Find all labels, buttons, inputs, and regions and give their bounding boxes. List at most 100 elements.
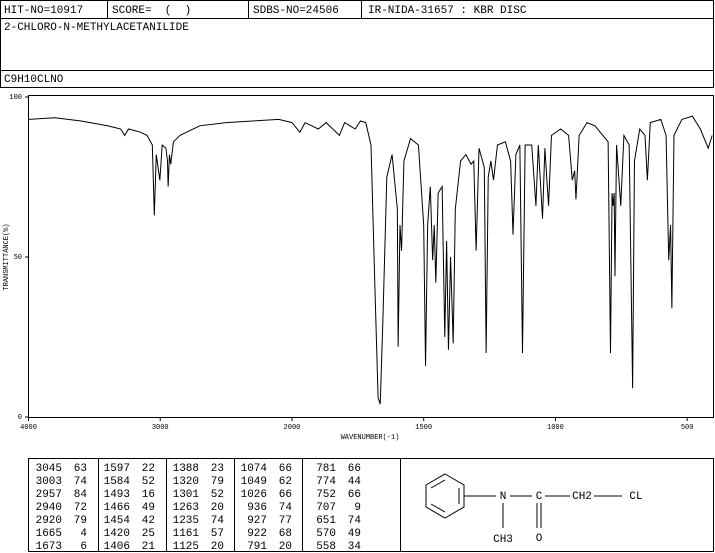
x-tick-label: 2000 <box>284 424 301 432</box>
atom-label: CH3 <box>493 534 513 546</box>
peak-wavenumber: 1420 <box>104 528 130 540</box>
y-tick-label: 100 <box>9 94 22 102</box>
peak-wavenumber: 1673 <box>36 541 62 553</box>
peak-transmittance: 21 <box>142 541 156 553</box>
peak-wavenumber: 1406 <box>104 541 130 553</box>
peak-wavenumber: 927 <box>247 515 267 527</box>
y-axis-label: TRANSMITTANCE(%) <box>3 223 11 290</box>
x-tick-label: 1500 <box>415 424 432 432</box>
peak-wavenumber: 1665 <box>36 528 62 540</box>
peak-wavenumber: 922 <box>247 528 267 540</box>
score: SCORE= ( ) <box>112 5 191 17</box>
peak-wavenumber: 1493 <box>104 489 130 501</box>
peak-transmittance: 52 <box>211 489 224 501</box>
peak-wavenumber: 1026 <box>241 489 267 501</box>
peak-transmittance: 4 <box>80 528 87 540</box>
peak-transmittance: 68 <box>279 528 292 540</box>
peak-wavenumber: 752 <box>316 489 336 501</box>
benzene-ring <box>425 473 465 519</box>
header-box <box>0 0 714 88</box>
y-tick-label: 50 <box>14 254 22 262</box>
peak-wavenumber: 707 <box>316 502 336 514</box>
peak-transmittance: 49 <box>142 502 155 514</box>
peak-transmittance: 25 <box>142 528 155 540</box>
peak-wavenumber: 2957 <box>36 489 62 501</box>
x-tick-label: 4000 <box>20 424 37 432</box>
peak-transmittance: 79 <box>211 476 224 488</box>
peak-transmittance: 22 <box>142 463 155 475</box>
hit-no: HIT-NO=10917 <box>4 5 83 17</box>
peak-transmittance: 66 <box>279 463 292 475</box>
method: IR-NIDA-31657 : KBR DISC <box>368 5 527 17</box>
peak-transmittance: 84 <box>74 489 88 501</box>
peak-transmittance: 77 <box>279 515 292 527</box>
x-tick-label: 1000 <box>547 424 564 432</box>
y-tick-label: 0 <box>18 414 22 422</box>
peak-wavenumber: 781 <box>316 463 336 475</box>
peak-wavenumber: 570 <box>316 528 336 540</box>
peak-transmittance: 20 <box>279 541 292 553</box>
peak-wavenumber: 1584 <box>104 476 131 488</box>
peak-transmittance: 72 <box>74 502 87 514</box>
peak-wavenumber: 1263 <box>173 502 199 514</box>
x-tick-label: 500 <box>681 424 694 432</box>
atom-label: CL <box>629 491 642 503</box>
peak-transmittance: 20 <box>211 502 224 514</box>
peak-transmittance: 74 <box>279 502 293 514</box>
peak-wavenumber: 558 <box>316 541 336 553</box>
peak-transmittance: 74 <box>211 515 225 527</box>
peak-transmittance: 6 <box>80 541 87 553</box>
structure-box <box>400 458 714 552</box>
peak-wavenumber: 1320 <box>173 476 199 488</box>
peak-transmittance: 79 <box>74 515 87 527</box>
peak-wavenumber: 1049 <box>241 476 267 488</box>
peak-wavenumber: 1597 <box>104 463 130 475</box>
peak-transmittance: 62 <box>279 476 292 488</box>
x-axis-label: WAVENUMBER(-1) <box>341 434 400 442</box>
peak-wavenumber: 1388 <box>173 463 199 475</box>
peak-wavenumber: 774 <box>316 476 336 488</box>
peak-wavenumber: 791 <box>247 541 267 553</box>
atom-label: O <box>536 533 543 545</box>
atom-label: CH2 <box>572 491 592 503</box>
atom-label: C <box>536 491 543 503</box>
peak-transmittance: 66 <box>348 489 361 501</box>
compound-name: 2-CHLORO-N-METHYLACETANILIDE <box>4 22 189 34</box>
peak-wavenumber: 1074 <box>241 463 268 475</box>
spectrum-line <box>28 115 713 405</box>
atom-label: N <box>500 491 507 503</box>
peak-transmittance: 52 <box>142 476 155 488</box>
peak-wavenumber: 1161 <box>173 528 200 540</box>
peak-transmittance: 9 <box>354 502 361 514</box>
peak-transmittance: 23 <box>211 463 224 475</box>
ring-bond <box>430 503 446 513</box>
peak-wavenumber: 1125 <box>173 541 199 553</box>
peak-wavenumber: 1454 <box>104 515 131 527</box>
formula: C9H10CLNO <box>4 74 64 86</box>
peak-transmittance: 74 <box>348 515 362 527</box>
peak-transmittance: 66 <box>348 463 361 475</box>
peak-transmittance: 66 <box>279 489 292 501</box>
peak-wavenumber: 3045 <box>36 463 62 475</box>
peak-transmittance: 44 <box>348 476 362 488</box>
peak-wavenumber: 1466 <box>104 502 130 514</box>
peak-wavenumber: 2940 <box>36 502 62 514</box>
peak-transmittance: 49 <box>348 528 361 540</box>
sdbs-no: SDBS-NO=24506 <box>253 5 339 17</box>
peak-wavenumber: 651 <box>316 515 336 527</box>
peak-wavenumber: 3003 <box>36 476 62 488</box>
peak-transmittance: 16 <box>142 489 155 501</box>
peak-transmittance: 20 <box>211 541 224 553</box>
peak-transmittance: 63 <box>74 463 87 475</box>
ring-bond <box>430 479 446 489</box>
peak-transmittance: 57 <box>211 528 224 540</box>
peak-wavenumber: 936 <box>247 502 267 514</box>
peak-wavenumber: 2920 <box>36 515 62 527</box>
peak-wavenumber: 1235 <box>173 515 199 527</box>
x-tick-label: 3000 <box>152 424 169 432</box>
peak-transmittance: 34 <box>348 541 362 553</box>
peak-wavenumber: 1301 <box>173 489 200 501</box>
peak-transmittance: 74 <box>74 476 88 488</box>
peak-transmittance: 42 <box>142 515 155 527</box>
